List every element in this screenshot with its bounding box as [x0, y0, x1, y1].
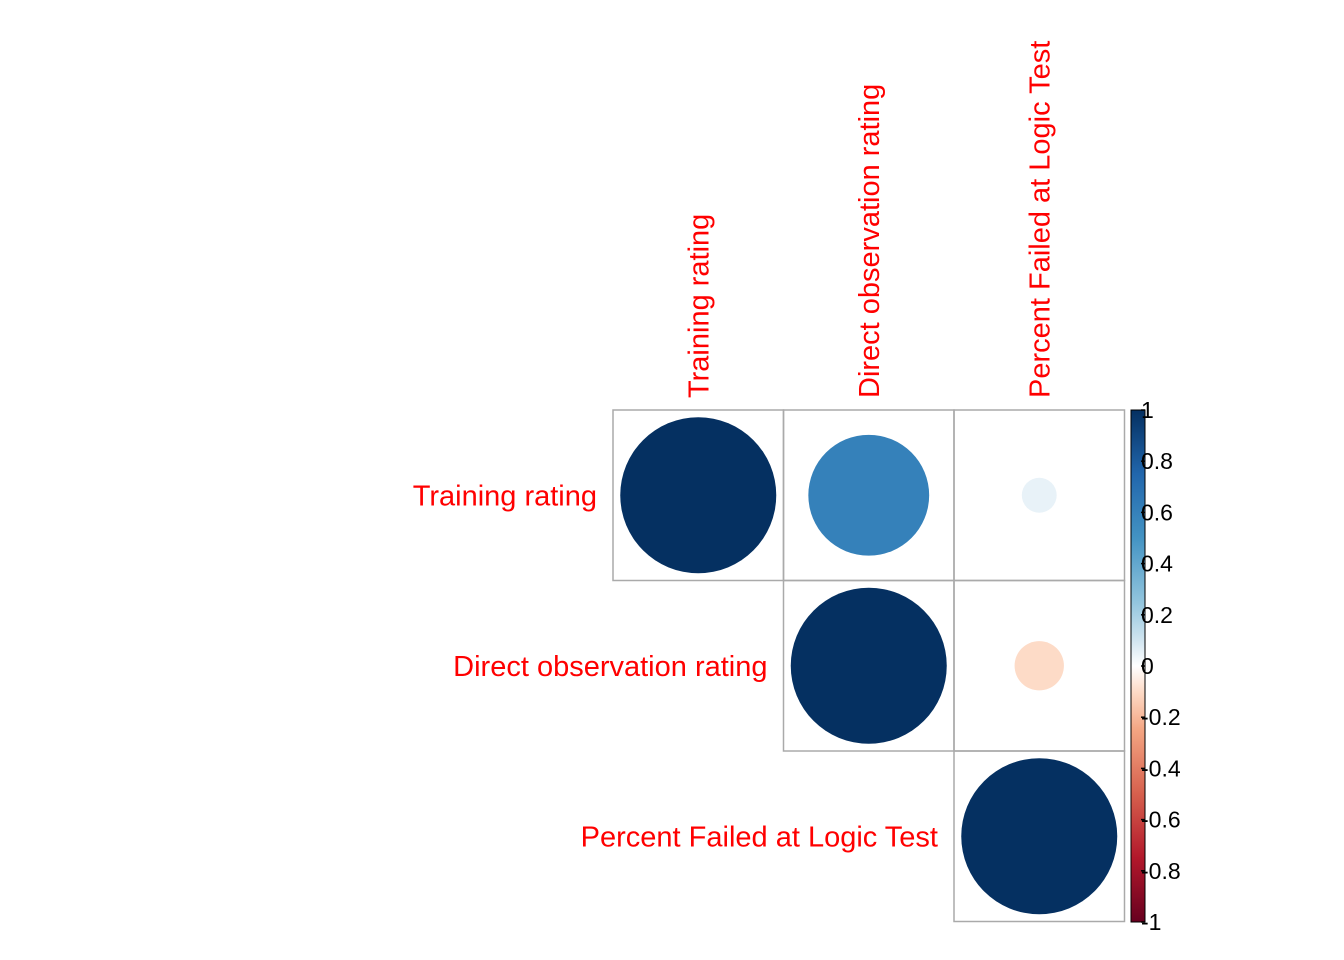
- correlation-circle-1-1: [790, 587, 947, 744]
- colorbar-tick-label: -0.6: [1141, 807, 1181, 833]
- row-label: Percent Failed at Logic Test: [581, 821, 938, 853]
- correlation-circle-0-0: [620, 417, 777, 574]
- column-label: Training rating: [683, 214, 715, 398]
- colorbar-tick-label: -1: [1141, 909, 1161, 935]
- colorbar-tick-label: 0.2: [1141, 602, 1173, 628]
- colorbar-tick-label: 1: [1141, 397, 1154, 423]
- correlation-circle-0-1: [808, 434, 930, 556]
- colorbar-tick-label: 0.6: [1141, 499, 1173, 525]
- colorbar-tick-label: -0.2: [1141, 704, 1181, 730]
- correlation-circle-1-2: [1014, 641, 1064, 691]
- row-label: Training rating: [413, 480, 597, 512]
- colorbar-tick-label: 0.4: [1141, 551, 1173, 577]
- column-label: Percent Failed at Logic Test: [1024, 41, 1056, 398]
- colorbar-tick-label: -0.8: [1141, 858, 1181, 884]
- column-label: Direct observation rating: [854, 84, 886, 398]
- correlation-circle-2-2: [961, 758, 1118, 915]
- row-label: Direct observation rating: [453, 651, 767, 683]
- correlation-circle-0-2: [1021, 477, 1057, 513]
- grid-cell-2-2: [953, 750, 1126, 923]
- colorbar-tick-label: -0.4: [1141, 755, 1181, 781]
- colorbar-tick-label: 0.8: [1141, 448, 1173, 474]
- colorbar-tick-label: 0: [1141, 653, 1154, 679]
